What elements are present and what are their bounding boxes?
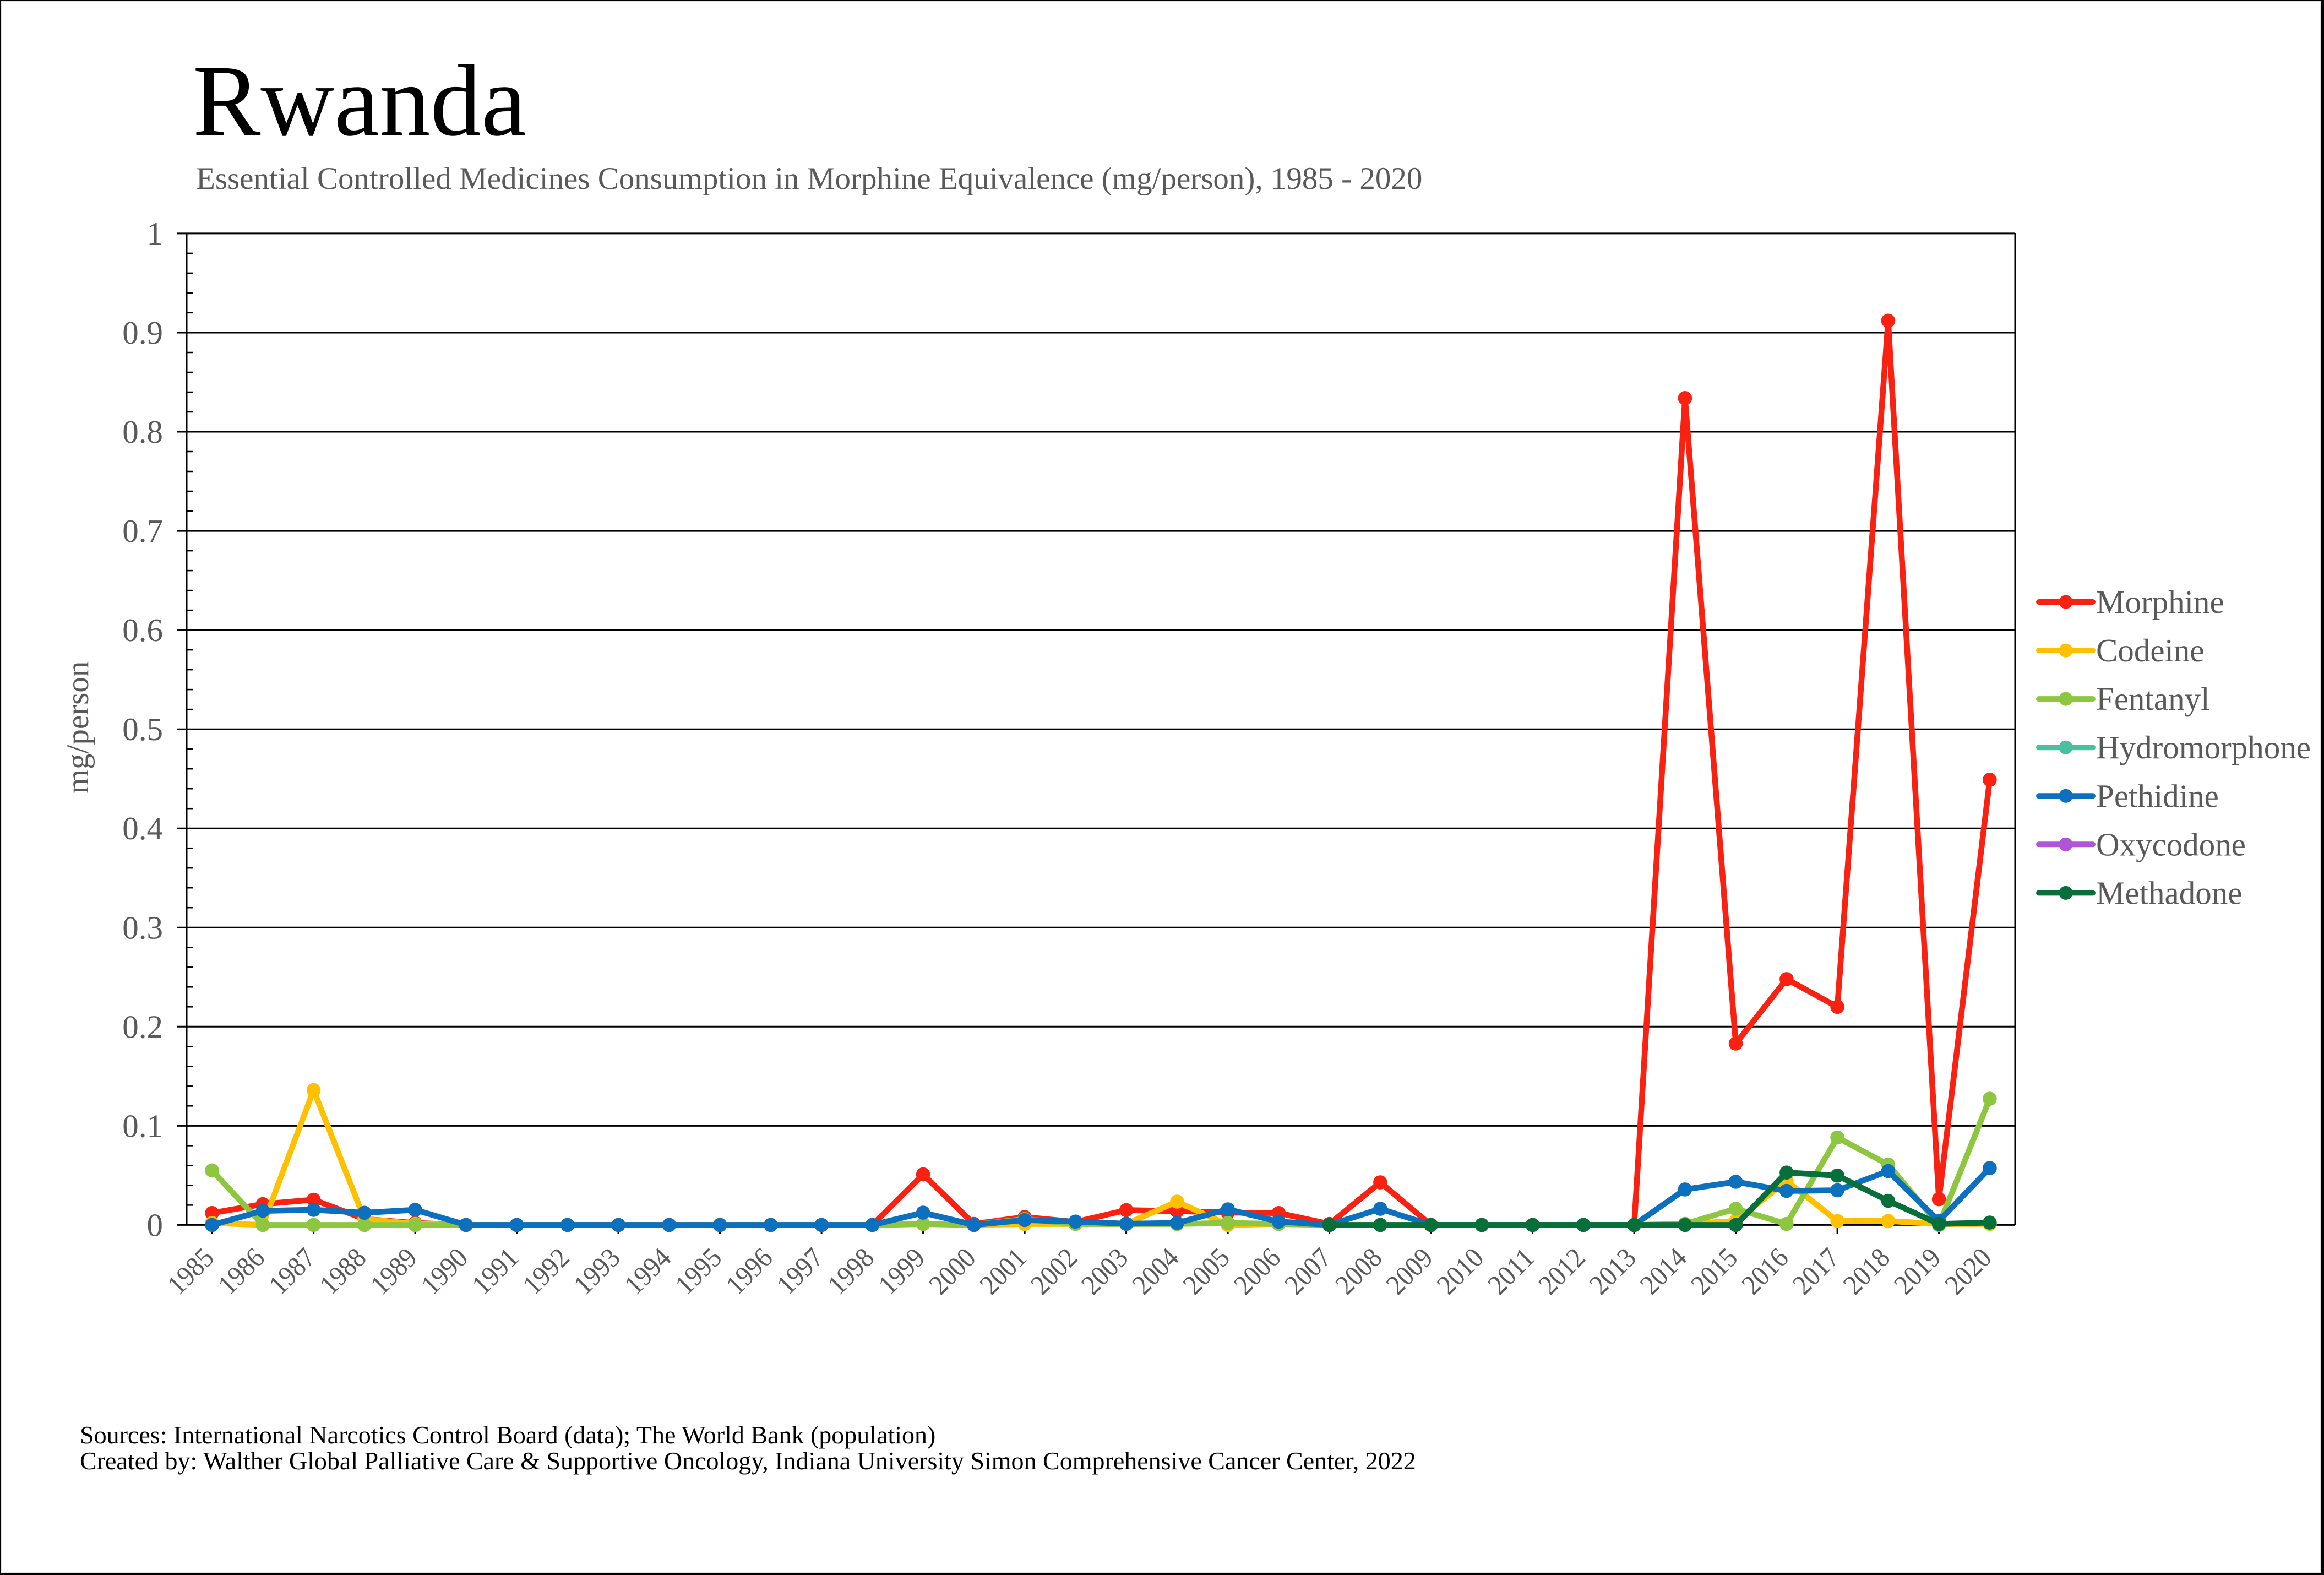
svg-text:Rwanda: Rwanda <box>193 45 526 158</box>
svg-text:1988: 1988 <box>314 1242 372 1301</box>
svg-text:0.2: 0.2 <box>122 1008 163 1045</box>
svg-text:Hydromorphone: Hydromorphone <box>2096 729 2311 765</box>
svg-text:0.9: 0.9 <box>122 314 163 351</box>
svg-text:0.5: 0.5 <box>122 711 163 747</box>
svg-text:0.7: 0.7 <box>122 513 163 549</box>
svg-text:2017: 2017 <box>1787 1242 1846 1301</box>
svg-text:2014: 2014 <box>1635 1242 1693 1301</box>
svg-text:2007: 2007 <box>1279 1242 1337 1301</box>
svg-text:2002: 2002 <box>1025 1242 1084 1301</box>
svg-text:0.4: 0.4 <box>122 810 163 846</box>
svg-text:2019: 2019 <box>1888 1242 1947 1301</box>
svg-text:Codeine: Codeine <box>2096 632 2205 669</box>
svg-text:1996: 1996 <box>720 1242 779 1301</box>
svg-text:1987: 1987 <box>263 1242 322 1301</box>
svg-text:2003: 2003 <box>1076 1242 1134 1301</box>
svg-text:1990: 1990 <box>416 1242 474 1301</box>
svg-text:1995: 1995 <box>670 1242 728 1301</box>
svg-text:2009: 2009 <box>1381 1242 1439 1301</box>
svg-text:2016: 2016 <box>1736 1242 1794 1301</box>
svg-text:1986: 1986 <box>213 1242 271 1301</box>
svg-text:2000: 2000 <box>923 1242 982 1301</box>
svg-text:Methadone: Methadone <box>2096 875 2242 911</box>
svg-text:Essential Controlled Medicines: Essential Controlled Medicines Consumpti… <box>196 161 1422 196</box>
svg-text:2004: 2004 <box>1126 1242 1185 1301</box>
svg-text:Oxycodone: Oxycodone <box>2096 826 2246 862</box>
svg-text:2012: 2012 <box>1533 1242 1591 1301</box>
svg-text:1999: 1999 <box>873 1242 931 1301</box>
svg-text:2020: 2020 <box>1939 1242 1998 1301</box>
svg-text:2011: 2011 <box>1482 1242 1541 1301</box>
svg-text:1985: 1985 <box>162 1242 220 1301</box>
svg-text:Fentanyl: Fentanyl <box>2096 681 2209 717</box>
svg-text:0.6: 0.6 <box>122 612 163 648</box>
svg-text:2008: 2008 <box>1330 1242 1388 1301</box>
svg-text:1: 1 <box>147 215 164 252</box>
svg-text:2001: 2001 <box>975 1242 1033 1301</box>
svg-text:1992: 1992 <box>517 1242 575 1301</box>
svg-text:2018: 2018 <box>1838 1242 1896 1301</box>
svg-text:0.1: 0.1 <box>122 1107 163 1144</box>
svg-text:2006: 2006 <box>1228 1242 1287 1301</box>
svg-text:1989: 1989 <box>365 1242 423 1301</box>
svg-text:Sources: International Narcoti: Sources: International Narcotics Control… <box>80 1421 935 1449</box>
svg-text:0.3: 0.3 <box>122 909 163 946</box>
svg-text:2010: 2010 <box>1432 1242 1490 1301</box>
svg-text:0: 0 <box>147 1207 164 1243</box>
svg-text:0.8: 0.8 <box>122 414 163 450</box>
svg-text:1997: 1997 <box>771 1242 830 1301</box>
svg-text:1998: 1998 <box>822 1242 880 1301</box>
svg-text:Created by: Walther Global Pal: Created by: Walther Global Palliative Ca… <box>80 1447 1416 1475</box>
svg-text:1991: 1991 <box>466 1242 525 1301</box>
svg-text:2013: 2013 <box>1584 1242 1642 1301</box>
svg-text:Morphine: Morphine <box>2096 584 2224 620</box>
svg-text:1993: 1993 <box>568 1242 627 1301</box>
svg-text:mg/person: mg/person <box>61 661 95 794</box>
svg-text:Pethidine: Pethidine <box>2096 778 2219 814</box>
svg-text:2005: 2005 <box>1178 1242 1236 1301</box>
svg-text:2015: 2015 <box>1685 1242 1744 1301</box>
svg-text:1994: 1994 <box>619 1242 677 1301</box>
